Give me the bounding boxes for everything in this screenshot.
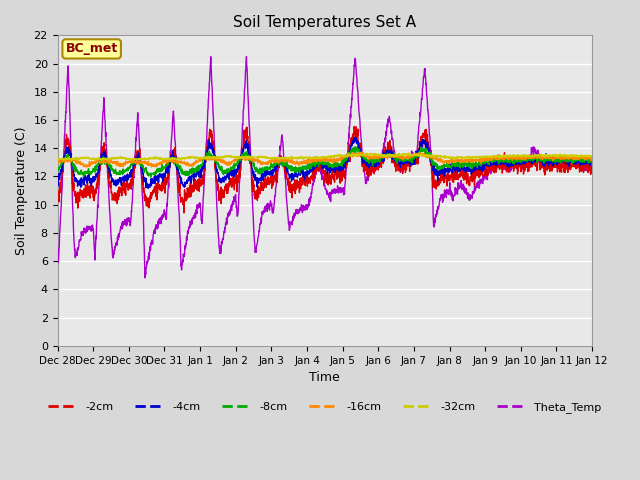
-2cm [180, 210, 188, 216]
-16cm [83, 164, 91, 170]
-16cm [54, 160, 61, 166]
-2cm [350, 124, 358, 130]
-2cm [481, 165, 488, 171]
-4cm [588, 160, 596, 166]
-32cm [481, 154, 488, 159]
-2cm [54, 192, 61, 197]
-8cm [340, 157, 348, 163]
Theta_Temp [340, 192, 348, 197]
Line: Theta_Temp: Theta_Temp [58, 57, 592, 278]
Y-axis label: Soil Temperature (C): Soil Temperature (C) [15, 126, 28, 255]
-32cm [556, 151, 564, 157]
Theta_Temp [54, 245, 61, 251]
-4cm [351, 134, 359, 140]
-8cm [588, 159, 596, 165]
-32cm [541, 153, 549, 159]
-2cm [340, 168, 348, 174]
-16cm [588, 156, 596, 162]
Title: Soil Temperatures Set A: Soil Temperatures Set A [233, 15, 417, 30]
Text: BC_met: BC_met [65, 42, 118, 55]
Line: -8cm: -8cm [58, 146, 592, 177]
-8cm [54, 168, 61, 173]
-16cm [556, 155, 564, 160]
-32cm [74, 157, 82, 163]
Line: -32cm: -32cm [58, 153, 592, 160]
-16cm [358, 149, 366, 155]
Theta_Temp [541, 156, 549, 162]
-32cm [54, 156, 61, 162]
Theta_Temp [203, 132, 211, 138]
Theta_Temp [243, 54, 250, 60]
-4cm [352, 137, 360, 143]
-8cm [352, 144, 360, 150]
Theta_Temp [141, 275, 148, 281]
-8cm [351, 144, 359, 149]
Theta_Temp [352, 67, 360, 73]
X-axis label: Time: Time [310, 371, 340, 384]
-32cm [203, 155, 211, 161]
Theta_Temp [556, 159, 564, 165]
-32cm [405, 150, 413, 156]
-8cm [147, 174, 154, 180]
-16cm [352, 152, 360, 158]
-2cm [556, 163, 564, 169]
-8cm [556, 158, 564, 164]
-4cm [144, 185, 152, 191]
-4cm [203, 153, 211, 159]
-4cm [541, 158, 549, 164]
-32cm [340, 153, 348, 158]
-4cm [340, 161, 348, 167]
-2cm [588, 161, 596, 167]
Theta_Temp [588, 169, 596, 175]
-32cm [588, 153, 596, 158]
-4cm [54, 180, 61, 186]
-16cm [541, 155, 549, 160]
Theta_Temp [481, 173, 488, 179]
-4cm [556, 158, 564, 164]
Line: -4cm: -4cm [58, 137, 592, 188]
-16cm [340, 154, 348, 159]
-2cm [203, 149, 211, 155]
-8cm [481, 158, 488, 164]
-8cm [203, 152, 211, 158]
Line: -16cm: -16cm [58, 152, 592, 167]
Line: -2cm: -2cm [58, 127, 592, 213]
-2cm [541, 171, 549, 177]
-32cm [352, 152, 360, 157]
-16cm [203, 155, 211, 161]
Legend: -2cm, -4cm, -8cm, -16cm, -32cm, Theta_Temp: -2cm, -4cm, -8cm, -16cm, -32cm, Theta_Te… [44, 398, 605, 418]
-4cm [481, 163, 488, 168]
-2cm [352, 130, 360, 135]
-8cm [541, 156, 549, 162]
-16cm [481, 157, 488, 163]
